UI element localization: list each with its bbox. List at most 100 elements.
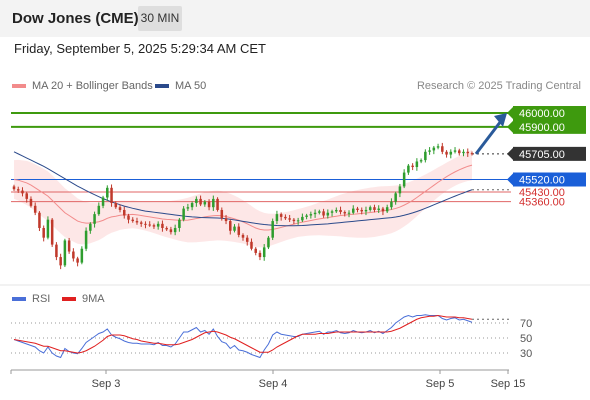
candle-body <box>161 223 164 228</box>
candle-body <box>156 223 160 227</box>
level-tag-resistance <box>513 119 586 134</box>
candle-body <box>207 201 211 208</box>
rsi-ma9-line <box>13 314 473 354</box>
candle-body <box>135 221 139 223</box>
candle-body <box>173 227 177 233</box>
x-tick-label: Sep 5 <box>426 378 455 390</box>
level-label-support: 45360.00 <box>519 197 565 209</box>
candle-body <box>284 216 287 219</box>
candle-body <box>118 207 122 210</box>
candle-body <box>313 212 317 215</box>
x-tick-label: Sep 4 <box>259 378 288 390</box>
candle-body <box>309 214 313 216</box>
candle-body <box>229 221 232 231</box>
candle-body <box>305 215 308 217</box>
target-arrow-head <box>494 113 507 128</box>
candle-body <box>237 226 241 235</box>
candle-body <box>326 212 330 216</box>
candle-body <box>254 248 257 253</box>
candle-body <box>72 251 75 259</box>
candle-body <box>449 151 453 155</box>
candle-body <box>436 146 440 148</box>
candle-body <box>296 220 300 222</box>
level-label-current: 45705.00 <box>519 149 565 161</box>
candle-body <box>233 226 236 231</box>
candle-body <box>33 205 37 213</box>
candle-body <box>322 211 325 216</box>
candle-body <box>458 150 461 154</box>
ma20-swatch <box>12 84 26 89</box>
candle-body <box>419 160 423 162</box>
candle-body <box>89 223 92 231</box>
candle-body <box>335 209 338 212</box>
rsi-label: RSI <box>32 293 51 305</box>
legend-9ma: 9MA <box>62 293 105 305</box>
candle-body <box>288 218 291 220</box>
ma20-label: MA 20 + Bollinger Bands <box>32 80 153 92</box>
candle-body <box>373 207 376 210</box>
candle-body <box>144 223 147 225</box>
candle-body <box>381 208 385 212</box>
candles <box>12 142 474 270</box>
ma50-swatch <box>155 84 169 89</box>
candle-body <box>445 151 448 155</box>
candle-body <box>292 219 296 222</box>
candle-body <box>356 208 359 210</box>
candle-body <box>55 244 58 258</box>
candle-body <box>203 201 207 205</box>
candle-body <box>262 247 266 258</box>
rsi-tick-label: 30 <box>520 348 532 360</box>
legend-ma50: MA 50 <box>155 80 206 92</box>
candle-body <box>250 241 253 249</box>
candle-body <box>351 208 355 213</box>
candle-body <box>301 216 304 221</box>
candle-body <box>131 219 135 222</box>
candle-body <box>411 165 414 168</box>
candle-body <box>97 205 101 215</box>
candle-body <box>407 165 410 173</box>
timestamp: Friday, September 5, 2025 5:29:34 AM CET <box>14 41 266 56</box>
candle-body <box>16 189 20 191</box>
candle-body <box>428 150 431 152</box>
candle-body <box>432 147 436 151</box>
candle-body <box>453 150 457 152</box>
candle-body <box>271 221 274 238</box>
candle-body <box>178 219 181 228</box>
candle-body <box>220 209 224 219</box>
candle-body <box>377 208 380 210</box>
candle-body <box>38 212 41 228</box>
candle-body <box>199 198 202 205</box>
legend-ma20: MA 20 + Bollinger Bands <box>12 80 153 92</box>
candle-body <box>195 198 198 204</box>
candle-body <box>224 218 228 222</box>
candle-body <box>424 151 427 161</box>
candle-body <box>343 212 347 214</box>
chart-header: Dow Jones (CME) 30 MIN <box>0 0 590 37</box>
level-tag-pivot <box>513 172 586 187</box>
candle-body <box>67 240 71 252</box>
candle-body <box>390 201 393 208</box>
candle-body <box>347 212 351 214</box>
candle-body <box>190 203 194 208</box>
candle-body <box>122 209 126 216</box>
ma50-label: MA 50 <box>175 80 207 92</box>
candle-body <box>93 214 96 224</box>
candle-body <box>101 197 105 206</box>
level-tag-pointer <box>507 147 513 160</box>
candle-body <box>462 151 465 154</box>
candle-body <box>106 187 109 198</box>
level-label-support: 45430.00 <box>519 187 565 199</box>
level-label-resistance: 46000.00 <box>519 108 565 120</box>
candle-body <box>29 198 33 206</box>
candle-body <box>25 193 28 199</box>
instrument-title: Dow Jones (CME) <box>12 10 139 27</box>
candle-body <box>46 219 50 238</box>
rsi-tick-label: 70 <box>520 318 532 330</box>
level-tag-resistance <box>513 106 586 121</box>
candle-body <box>402 172 406 187</box>
candle-body <box>84 230 88 249</box>
x-tick-label: Sep 15 <box>491 378 526 390</box>
candle-body <box>114 203 118 208</box>
timeframe-button[interactable]: 30 MIN <box>138 6 182 31</box>
